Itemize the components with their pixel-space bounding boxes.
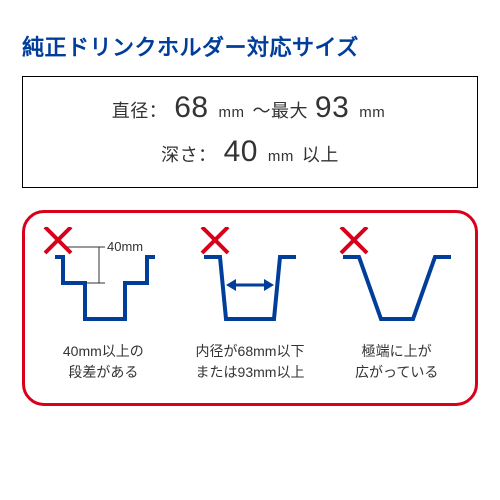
diagram-taper-cup bbox=[190, 227, 310, 327]
taper-cup-path bbox=[204, 257, 296, 319]
case-step: 40mm 40mm以上の段差がある bbox=[33, 227, 174, 383]
cross-icon bbox=[341, 227, 367, 253]
case-diameter: 内径が68mm以下または93mm以上 bbox=[180, 227, 321, 383]
case-caption: 極端に上が広がっている bbox=[326, 341, 467, 383]
case-caption: 内径が68mm以下または93mm以上 bbox=[180, 341, 321, 383]
diagram-flare-cup bbox=[337, 227, 457, 327]
spec-unit: mm bbox=[356, 104, 388, 121]
spec-unit: mm bbox=[216, 104, 248, 121]
spec-mid: ～最大 bbox=[252, 101, 308, 121]
case-flare: 極端に上が広がっている bbox=[326, 227, 467, 383]
page-title: 純正ドリンクホルダー対応サイズ bbox=[22, 30, 478, 62]
spec-value: 93 bbox=[313, 91, 351, 124]
spec-line-diameter: 直径： 68 mm ～最大 93 mm bbox=[33, 91, 467, 125]
spec-tail: 以上 bbox=[302, 145, 339, 165]
cross-icon bbox=[45, 227, 71, 253]
cross-icon bbox=[202, 227, 228, 253]
diagram-step-cup: 40mm bbox=[43, 227, 163, 327]
spec-line-depth: 深さ： 40 mm 以上 bbox=[33, 135, 467, 169]
step-cup-path bbox=[55, 257, 155, 319]
spec-value: 40 bbox=[222, 135, 260, 168]
spec-label: 深さ： bbox=[161, 145, 217, 165]
spec-value: 68 bbox=[172, 91, 210, 124]
case-caption: 40mm以上の段差がある bbox=[33, 341, 174, 383]
spec-box: 直径： 68 mm ～最大 93 mm 深さ： 40 mm 以上 bbox=[22, 76, 478, 188]
invalid-cases-box: 40mm 40mm以上の段差がある bbox=[22, 210, 478, 406]
spec-label: 直径： bbox=[112, 101, 168, 121]
spec-unit: mm bbox=[265, 148, 297, 165]
dim-label: 40mm bbox=[107, 239, 143, 254]
flare-cup-path bbox=[343, 257, 451, 319]
